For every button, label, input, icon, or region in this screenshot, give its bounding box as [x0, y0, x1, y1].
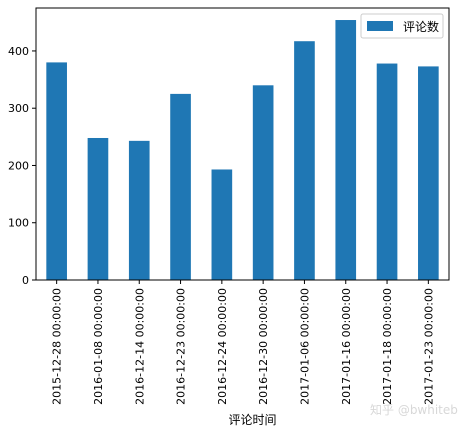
y-tick-label: 100	[8, 217, 29, 230]
x-tick-label: 2017-01-23 00:00:00	[422, 288, 435, 405]
y-tick-label: 300	[8, 102, 29, 115]
y-tick-label: 400	[8, 45, 29, 58]
legend-swatch	[367, 21, 393, 31]
bar	[46, 62, 67, 281]
y-tick-label: 0	[22, 274, 29, 287]
legend-box	[360, 13, 444, 39]
bar	[87, 137, 109, 280]
bar	[376, 63, 398, 281]
x-tick-label: 2015-12-28 00:00:00	[51, 288, 64, 405]
x-tick-label: 2017-01-16 00:00:00	[340, 288, 353, 405]
x-tick-label: 2016-01-08 00:00:00	[92, 288, 105, 405]
x-tick-label: 2016-12-24 00:00:00	[216, 288, 229, 405]
y-tick-label: 200	[8, 159, 29, 172]
x-tick-label: 2016-12-30 00:00:00	[257, 288, 270, 405]
x-tick-label: 2016-12-14 00:00:00	[133, 288, 146, 405]
bar	[252, 85, 274, 280]
watermark: 知乎 @bwhiteb	[370, 403, 458, 417]
x-tick-label: 2017-01-06 00:00:00	[298, 288, 311, 405]
legend-label: 评论数	[403, 19, 439, 34]
bar	[335, 20, 357, 280]
bar	[128, 140, 150, 280]
bar	[170, 93, 191, 280]
bar	[294, 41, 315, 280]
y-axis: 0 100 200 300 400	[8, 45, 36, 287]
x-axis: 2015-12-28 00:00:00 2016-01-08 00:00:00 20…	[51, 280, 435, 405]
legend: 评论数	[360, 13, 444, 39]
bar	[211, 169, 233, 280]
x-tick-label: 2017-01-18 00:00:00	[381, 288, 394, 405]
x-axis-label: 评论时间	[228, 413, 276, 427]
bars-group	[46, 20, 439, 281]
x-tick-label: 2016-12-23 00:00:00	[175, 288, 188, 405]
plot-frame	[35, 7, 450, 281]
bar	[418, 66, 439, 281]
